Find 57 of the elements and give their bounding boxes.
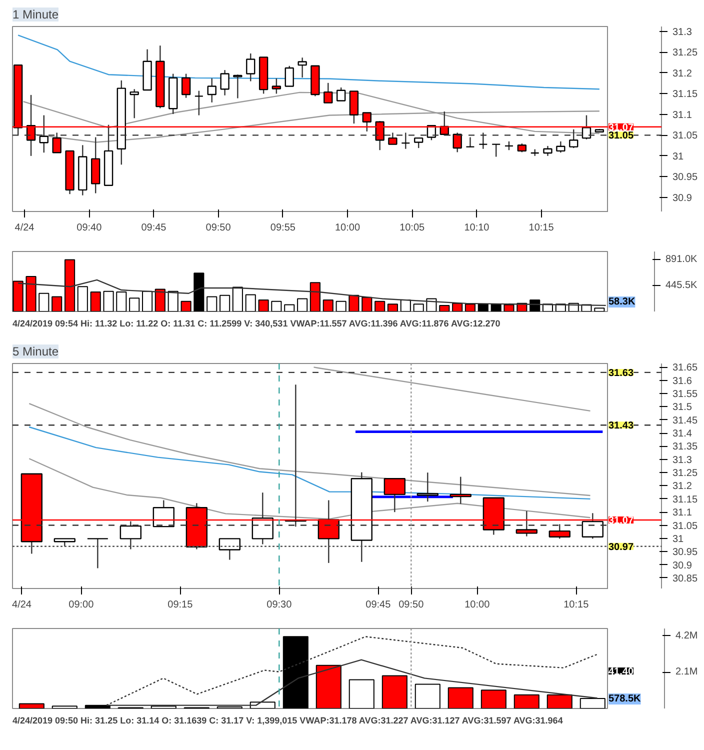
x-tick-label: 09:00 — [68, 600, 94, 610]
y-tick-label: 31.05 — [672, 130, 698, 142]
y-tick-label: 30.9 — [672, 192, 692, 204]
y-tick-label: 30.95 — [672, 172, 698, 184]
y-tick-label: 31.3 — [672, 454, 692, 466]
y-tick-label: 31.15 — [672, 494, 698, 506]
x-tick-label: 10:05 — [400, 222, 426, 234]
x-tick-label: 09:50 — [206, 222, 232, 234]
x-tick-label: 09:40 — [76, 222, 102, 234]
x-tick-label: 4/24 — [12, 600, 32, 610]
x-tick-label: 09:55 — [270, 222, 296, 234]
y-tick-label: 31.05 — [672, 520, 698, 532]
y-tick-label: 30.85 — [672, 573, 698, 584]
x-tick-label: 4/24 — [14, 222, 35, 234]
text: 4/24/2019 09:54 Hi: 11.32 Lo: 11.22 O: 11.31 C: 11.2599 V: 340,531 VWAP:11.557 AVG:11.396 AVG:11.876 AVG:12.270 — [12, 318, 500, 328]
y-tick-label: 31.2 — [672, 68, 692, 80]
y-tick-label: 31.45 — [672, 415, 698, 426]
x-tick-label: 10:15 — [564, 600, 590, 610]
x-tick-label: 10:00 — [464, 600, 490, 610]
y-tick-label: 31.25 — [672, 468, 698, 480]
y-tick-label: 445.5K — [666, 280, 698, 292]
annotation: 41.40 — [608, 666, 634, 678]
x-tick-label: 09:15 — [168, 600, 194, 610]
ref-line-label: 31.05 — [608, 130, 634, 142]
x-tick-label: 10:15 — [528, 222, 554, 234]
text: 4/24/2019 09:50 Hi: 31.25 Lo: 31.14 O: 31.1639 C: 31.17 V: 1,399,015 VWAP:31.178 AVG:31.227 AVG:31.127 AVG:31.597 AVG:31.964 — [12, 716, 563, 726]
x-tick-label: 09:45 — [141, 222, 167, 234]
y-tick-label: 891.0K — [666, 254, 698, 266]
ref-line-label: 31.07 — [608, 516, 634, 526]
y-tick-label: 31.35 — [672, 442, 698, 453]
x-tick-label: 10:10 — [464, 222, 490, 234]
y-tick-label: 31.1 — [672, 508, 692, 519]
y-tick-label: 31.3 — [672, 26, 692, 38]
annotation: 578.5K — [608, 694, 642, 704]
x-tick-label: 09:50 — [398, 600, 424, 610]
y-tick-label: 31.2 — [672, 481, 692, 492]
y-tick-label: 31.65 — [672, 362, 698, 374]
y-tick-label: 31.6 — [672, 376, 692, 387]
y-tick-label: 30.95 — [672, 547, 698, 558]
chart-title: 5 Minute — [12, 344, 59, 358]
ref-line-label: 31.43 — [608, 420, 634, 432]
y-tick-label: 31.1 — [672, 110, 692, 121]
x-tick-label: 09:45 — [366, 600, 392, 610]
y-tick-label: 31 — [672, 534, 684, 545]
y-tick-label: 31.25 — [672, 48, 698, 59]
y-tick-label: 31.4 — [672, 428, 692, 440]
annotation: 58.3K — [608, 296, 636, 308]
y-tick-label: 31.5 — [672, 402, 692, 414]
y-tick-label: 4.2M — [676, 630, 698, 642]
x-tick-label: 10:00 — [335, 222, 360, 234]
y-tick-label: 30.9 — [672, 560, 692, 572]
y-tick-label: 31.55 — [672, 389, 698, 400]
chart-title: 1 Minute — [12, 8, 59, 22]
y-tick-label: 31.15 — [672, 89, 698, 100]
y-tick-label: 2.1M — [676, 666, 698, 678]
y-tick-label: 31 — [672, 151, 684, 162]
x-tick-label: 09:30 — [266, 600, 292, 610]
